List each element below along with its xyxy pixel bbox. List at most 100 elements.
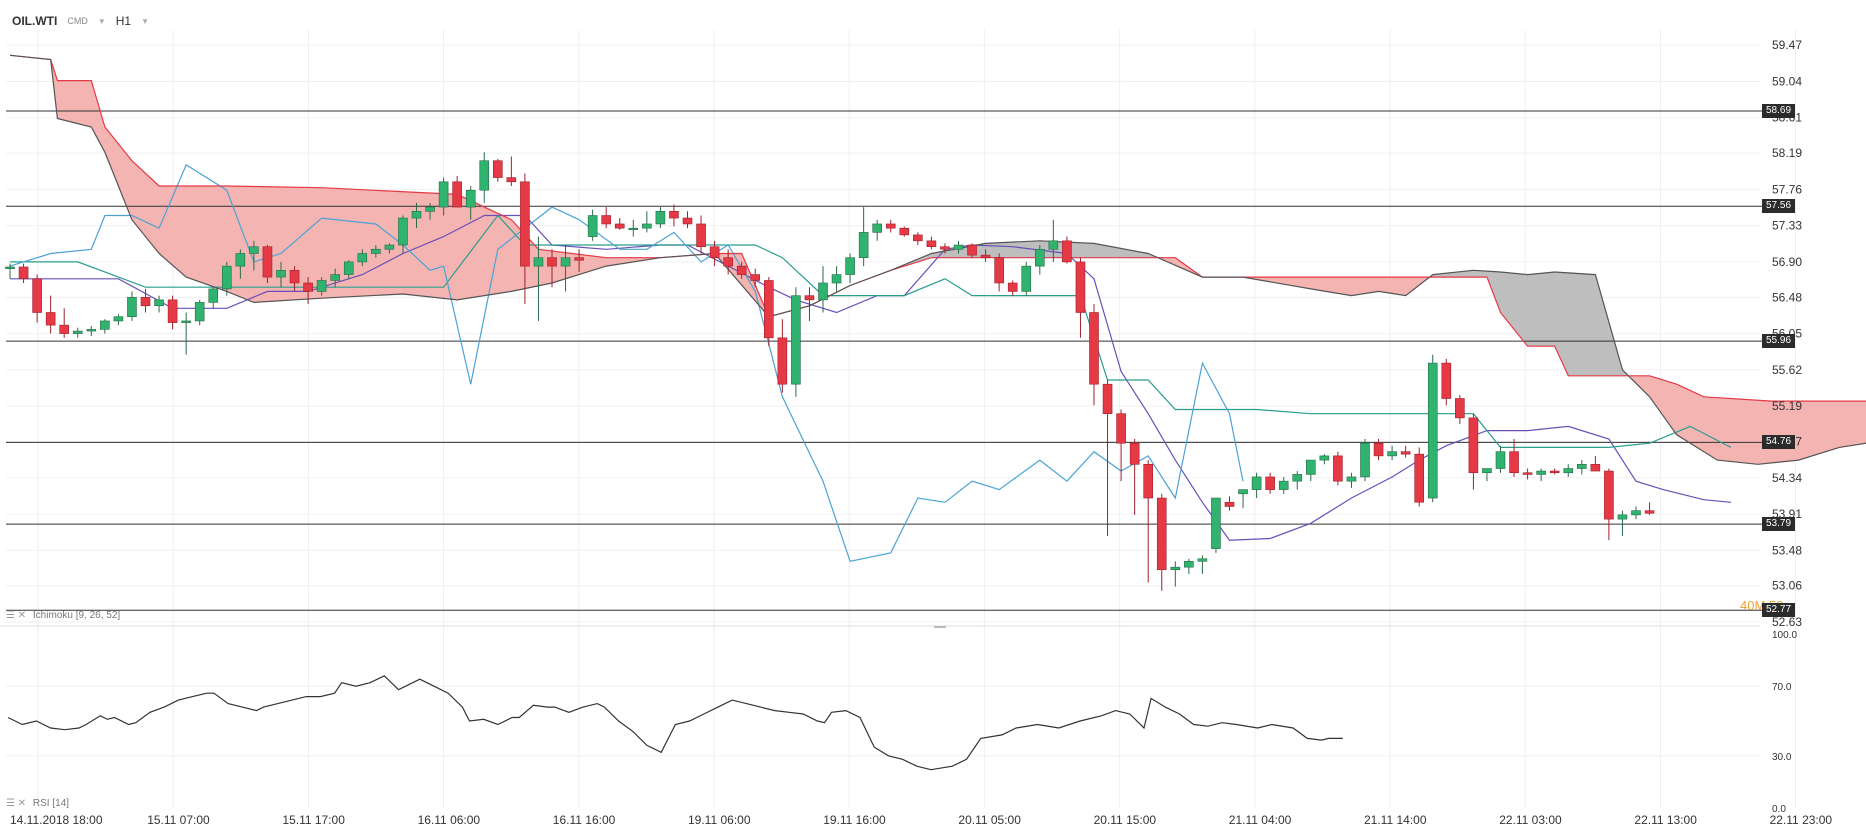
rsi-tick-label: 30.0 <box>1772 752 1792 763</box>
menu-icon[interactable]: ☰ ✕ <box>6 610 27 621</box>
symbol-label[interactable]: OIL.WTI <box>12 14 58 28</box>
y-tick-label: 59.47 <box>1772 38 1802 52</box>
candle-bearish <box>1400 451 1411 455</box>
rsi-line <box>7 675 1343 771</box>
ichimoku-name: Ichimoku <box>32 610 73 621</box>
candle-bearish <box>1590 464 1601 472</box>
candle-bullish <box>1563 468 1574 474</box>
candle-bullish <box>1278 480 1289 490</box>
candle-bullish <box>953 244 964 250</box>
price-level-badge: 55.96 <box>1762 334 1796 349</box>
candle-bullish <box>330 274 341 281</box>
candle-bearish <box>763 280 774 339</box>
y-tick-label: 56.48 <box>1772 290 1802 304</box>
candle-bullish <box>1387 451 1397 457</box>
price-level-badge: 52.77 <box>1762 603 1796 618</box>
candle-bullish <box>235 253 246 267</box>
candle-bearish <box>574 257 584 261</box>
x-tick-label: 16.11 16:00 <box>553 813 616 827</box>
y-tick-label: 59.04 <box>1772 74 1802 88</box>
rsi-tick-label: 0.0 <box>1772 804 1786 815</box>
price-level-badge: 53.79 <box>1762 517 1796 532</box>
candle-bullish <box>1048 240 1059 250</box>
candle-bullish <box>655 211 666 225</box>
candle-bullish <box>1197 558 1208 562</box>
candle-bullish <box>1170 566 1181 571</box>
rsi-legend[interactable]: ☰ ✕ RSI [14] <box>6 798 69 809</box>
chevron-down-icon[interactable]: ▼ <box>97 16 106 26</box>
candle-bearish <box>1156 497 1167 571</box>
candle-bearish <box>289 270 300 284</box>
candle-bearish <box>1549 470 1560 474</box>
candle-bearish <box>59 324 70 334</box>
candle-bearish <box>45 312 56 326</box>
candle-bullish <box>113 316 124 322</box>
candle-bearish <box>1333 455 1343 482</box>
candle-bullish <box>1211 497 1221 549</box>
candle-bullish <box>222 265 232 290</box>
candle-bearish <box>885 223 896 229</box>
candle-bearish <box>1455 398 1465 419</box>
candle-bullish <box>398 217 408 246</box>
candle-bullish <box>1617 514 1628 520</box>
candle-bearish <box>1522 472 1533 475</box>
candle-bearish <box>492 160 503 178</box>
chevron-down-icon[interactable]: ▼ <box>141 16 150 26</box>
candle-bearish <box>452 181 462 208</box>
candle-bearish <box>669 211 679 219</box>
candle-bearish <box>967 244 977 256</box>
axes: 14.11.2018 18:00 15.11 07:00 15.11 17:00 16… <box>0 38 1832 827</box>
candle-bullish <box>72 330 83 334</box>
x-tick-label: 15.11 07:00 <box>147 813 210 827</box>
y-tick-label: 57.33 <box>1772 219 1802 233</box>
y-tick-label: 54.34 <box>1772 471 1802 485</box>
candle-bullish <box>1536 470 1546 475</box>
candle-bearish <box>520 181 530 267</box>
x-tick-label: 15.11 17:00 <box>282 813 345 827</box>
rsi-tick-label: 70.0 <box>1772 682 1792 693</box>
candle-bearish <box>1143 464 1153 499</box>
candle-bearish <box>913 234 923 242</box>
candle-bullish <box>1346 476 1357 482</box>
candle-bullish <box>818 282 828 301</box>
price-level-badge: 54.76 <box>1762 435 1796 450</box>
candle-bullish <box>1482 468 1492 474</box>
candle-bearish <box>1468 417 1479 474</box>
candle-bearish <box>940 246 950 250</box>
candle-bearish <box>696 223 706 248</box>
candle-bullish <box>1306 459 1316 475</box>
pane-divider-handle[interactable] <box>934 626 946 628</box>
candle-bearish <box>167 299 178 323</box>
ichimoku-legend[interactable]: ☰ ✕ Ichimoku [9, 26, 52] <box>6 610 120 621</box>
y-tick-label: 58.19 <box>1772 146 1802 160</box>
candle-bullish <box>316 280 327 292</box>
x-tick-label: 14.11.2018 18:00 <box>10 813 103 827</box>
candle-bearish <box>601 215 612 225</box>
ichimoku-cloud <box>10 55 1866 465</box>
ichimoku-params: [9, 26, 52] <box>75 610 121 621</box>
candle-bullish <box>194 302 205 322</box>
candle-bearish <box>32 278 42 313</box>
candle-bullish <box>533 257 544 267</box>
horizontal-lines[interactable] <box>6 110 1762 611</box>
category-label: CMD <box>67 16 88 26</box>
candle-bearish <box>804 295 815 301</box>
candle-bullish <box>208 288 219 303</box>
candle-bullish <box>181 320 191 323</box>
candle-bearish <box>1007 282 1018 292</box>
x-tick-label: 19.11 16:00 <box>823 813 886 827</box>
candle-bearish <box>1441 362 1452 399</box>
candle-bearish <box>682 217 693 225</box>
menu-icon[interactable]: ☰ ✕ <box>6 798 27 809</box>
candle-bearish <box>262 246 273 278</box>
kumo-bullish <box>894 240 1159 270</box>
candle-bullish <box>100 320 110 330</box>
rsi-pane <box>7 675 1343 771</box>
candle-bullish <box>587 215 598 237</box>
candle-bullish <box>276 270 286 278</box>
timeframe-label[interactable]: H1 <box>115 14 132 28</box>
candle-bearish <box>1075 261 1086 313</box>
rsi-params: [14] <box>52 798 70 809</box>
candle-bullish <box>1495 451 1506 469</box>
